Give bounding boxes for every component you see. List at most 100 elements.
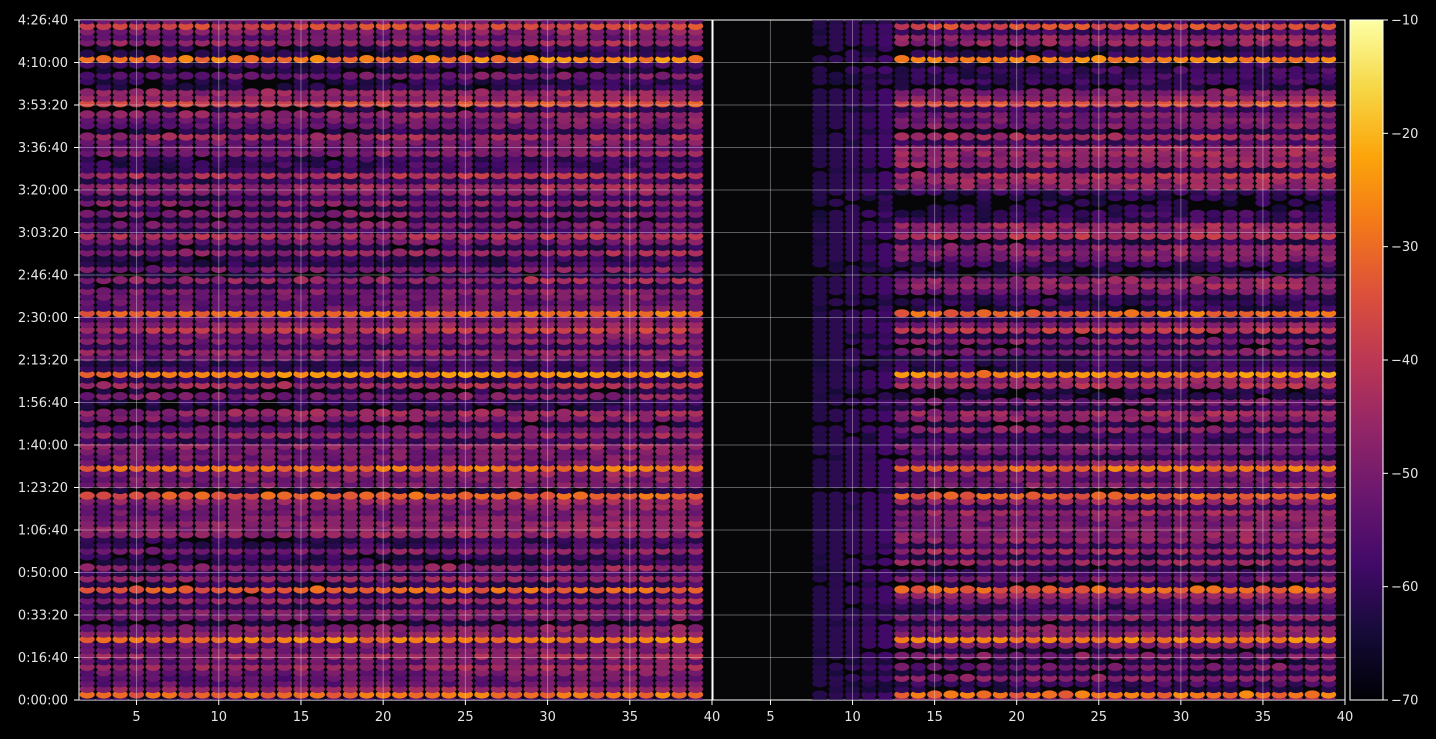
heat-cell	[490, 71, 506, 80]
heat-cell	[1091, 673, 1107, 683]
heat-cell	[309, 408, 325, 417]
heat-cell	[894, 651, 910, 660]
right-panel	[712, 19, 1346, 701]
heat-cell	[408, 392, 424, 401]
heat-cell	[276, 381, 293, 390]
heat-cell	[128, 276, 145, 285]
heat-cell	[342, 624, 358, 633]
heat-cell	[293, 110, 309, 119]
heat-cell	[276, 392, 293, 401]
heat-cell	[79, 71, 95, 80]
heat-cell	[1041, 624, 1058, 633]
heat-cell	[976, 662, 992, 672]
heat-cell	[375, 276, 391, 285]
heat-cell	[96, 491, 112, 500]
heat-cell	[844, 673, 861, 683]
heat-cell	[194, 491, 210, 500]
heat-cell	[671, 624, 687, 633]
heat-cell	[128, 71, 145, 80]
heat-cell	[178, 55, 194, 64]
heat-cell	[276, 20, 293, 25]
heat-cell	[244, 408, 260, 417]
heat-cell	[375, 624, 391, 633]
heat-cell	[812, 690, 828, 699]
heat-cell	[309, 276, 325, 285]
heat-cell	[161, 392, 177, 401]
heat-cell	[96, 110, 112, 119]
heat-cell	[375, 425, 391, 434]
heat-cell	[408, 20, 424, 25]
heat-cell	[943, 673, 959, 683]
heat-cell	[96, 408, 112, 417]
heat-cell	[1238, 651, 1255, 660]
heat-cell	[375, 491, 391, 500]
heat-cell	[145, 71, 161, 80]
heat-cell	[309, 82, 325, 91]
heat-cell	[474, 88, 490, 97]
heat-cell	[507, 20, 523, 25]
heat-cell	[309, 55, 325, 64]
heat-cell	[540, 491, 556, 500]
heat-cell	[293, 20, 309, 25]
heat-cell	[457, 110, 473, 119]
heat-cell	[474, 408, 490, 417]
heat-cell	[359, 276, 375, 285]
heat-cell	[96, 20, 112, 25]
heat-cell	[79, 209, 95, 218]
heat-cell	[638, 20, 654, 25]
heat-cell	[293, 624, 309, 633]
heat-cell	[112, 276, 128, 285]
heat-cell	[244, 596, 260, 605]
heat-cell	[276, 49, 293, 58]
heat-cell	[194, 160, 210, 169]
heat-cell	[145, 557, 161, 567]
heat-cell	[326, 408, 342, 417]
heat-cell	[161, 563, 177, 572]
heat-cell	[638, 220, 654, 229]
heat-cell	[276, 110, 293, 119]
heat-cell	[194, 71, 210, 80]
heat-cell	[1041, 690, 1058, 699]
heat-cell	[424, 276, 441, 285]
right-heat-cells	[812, 20, 1337, 700]
heat-cell	[309, 392, 325, 401]
heat-cell	[178, 20, 194, 25]
heat-cell	[474, 20, 490, 25]
heat-cell	[359, 220, 375, 229]
heat-cell	[128, 408, 145, 417]
heat-cell	[112, 425, 128, 434]
heat-cell	[178, 248, 194, 257]
heat-cell	[244, 88, 260, 97]
heat-cell	[877, 651, 894, 660]
heat-cell	[178, 209, 194, 218]
heat-cell	[309, 491, 325, 500]
heat-cell	[309, 425, 325, 434]
heat-cell	[605, 20, 621, 25]
heat-cell	[1074, 651, 1090, 660]
heat-cell	[1041, 662, 1058, 672]
heat-cell	[96, 287, 112, 296]
heat-cell	[276, 491, 293, 500]
heat-cell	[145, 546, 161, 555]
heat-cell	[507, 220, 523, 229]
heat-cell	[211, 276, 227, 285]
heat-cell	[194, 259, 210, 268]
heat-cell	[523, 276, 539, 285]
heat-cell	[359, 408, 375, 417]
heat-cell	[96, 55, 112, 64]
heat-cell	[572, 71, 589, 80]
heat-cell	[79, 20, 95, 25]
heat-cell	[441, 392, 457, 401]
heat-cell	[161, 20, 177, 25]
heat-cell	[128, 425, 145, 434]
heat-cell	[959, 673, 976, 683]
heat-cell	[145, 392, 161, 401]
heat-cell	[1271, 662, 1287, 672]
heat-cell	[359, 55, 375, 64]
heat-cell	[927, 673, 943, 683]
heat-cell	[227, 209, 243, 218]
heat-cell	[161, 425, 177, 434]
heat-cell	[688, 20, 704, 25]
heat-cell	[408, 491, 424, 500]
heat-cell	[145, 110, 161, 119]
